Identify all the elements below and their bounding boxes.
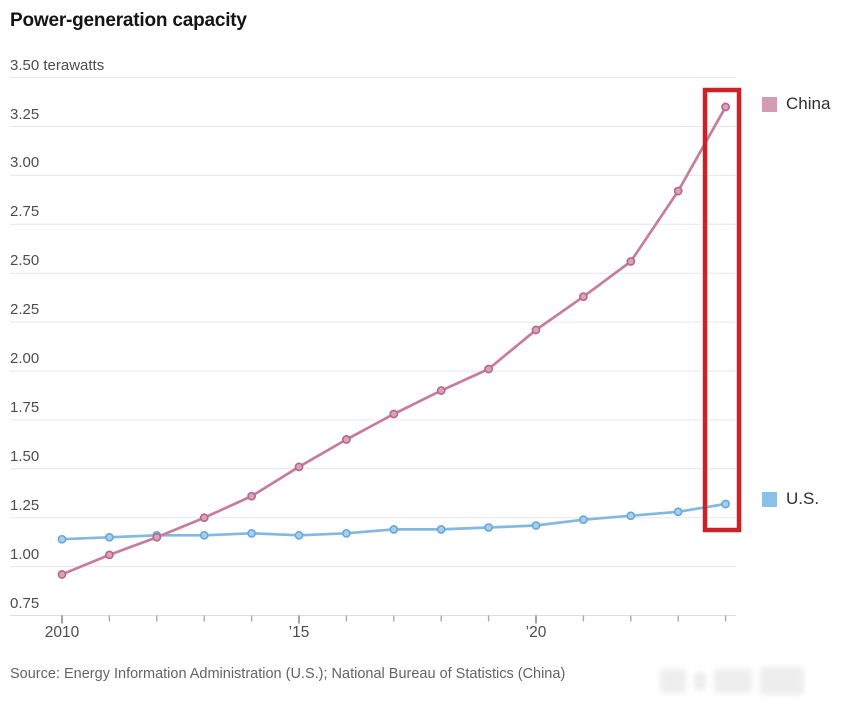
- data-point-us: [294, 530, 304, 540]
- data-point-china: [721, 102, 730, 112]
- y-tick-label: 1.50: [10, 447, 40, 465]
- data-point-china: [247, 491, 256, 501]
- data-point-china: [341, 435, 351, 444]
- y-tick-label: 3.25: [10, 105, 40, 123]
- data-point-china: [626, 257, 636, 266]
- source-attribution: Source: Energy Information Administratio…: [10, 666, 566, 682]
- legend-item-us: U.S.: [762, 489, 819, 509]
- x-tick-label: ’15: [288, 624, 310, 641]
- data-point-us: [721, 499, 730, 509]
- legend-us-label: U.S.: [786, 489, 820, 508]
- y-tick-label: 0.75: [10, 594, 40, 612]
- highlight-box: [702, 87, 742, 533]
- data-point-us: [389, 525, 399, 534]
- data-point-us: [341, 528, 351, 538]
- data-point-us: [105, 532, 114, 542]
- data-point-us: [247, 528, 256, 538]
- data-point-china: [57, 570, 67, 579]
- data-point-china: [436, 386, 446, 395]
- data-point-china: [673, 186, 683, 196]
- series-line-china: [60, 105, 727, 576]
- data-point-china: [294, 462, 304, 472]
- data-point-us: [673, 507, 683, 517]
- y-tick-label: 3.50 terawatts: [10, 56, 105, 74]
- y-tick-label: 2.25: [10, 301, 40, 319]
- data-point-china: [484, 364, 493, 374]
- y-tick-label: 2.75: [10, 203, 40, 221]
- watermark-blur: [660, 660, 835, 702]
- data-point-us: [531, 521, 541, 530]
- data-point-us: [626, 511, 636, 521]
- chart-title: Power-generation capacity: [10, 10, 247, 31]
- data-point-china: [579, 292, 588, 302]
- data-point-us: [436, 525, 446, 534]
- data-point-china: [152, 532, 162, 542]
- y-tick-label: 3.00: [10, 154, 40, 172]
- data-point-china: [105, 550, 114, 560]
- y-tick-label: 1.00: [10, 545, 40, 563]
- data-point-china: [199, 513, 209, 523]
- data-point-us: [484, 523, 493, 532]
- legend-item-china: China: [762, 94, 830, 114]
- china-swatch-icon: [762, 96, 777, 112]
- y-tick-label: 2.50: [10, 252, 40, 270]
- y-tick-label: 2.00: [10, 350, 40, 367]
- data-point-us: [57, 534, 67, 544]
- legend-china-label: China: [786, 94, 831, 113]
- y-tick-label: 1.75: [10, 398, 40, 416]
- x-tick-label: 2010: [44, 624, 80, 641]
- data-point-china: [389, 409, 399, 419]
- data-point-china: [531, 325, 541, 335]
- y-tick-label: 1.25: [10, 496, 40, 514]
- data-point-us: [579, 515, 588, 525]
- data-point-us: [199, 530, 209, 540]
- x-tick-label: ’20: [525, 624, 547, 641]
- us-swatch-icon: [762, 491, 777, 507]
